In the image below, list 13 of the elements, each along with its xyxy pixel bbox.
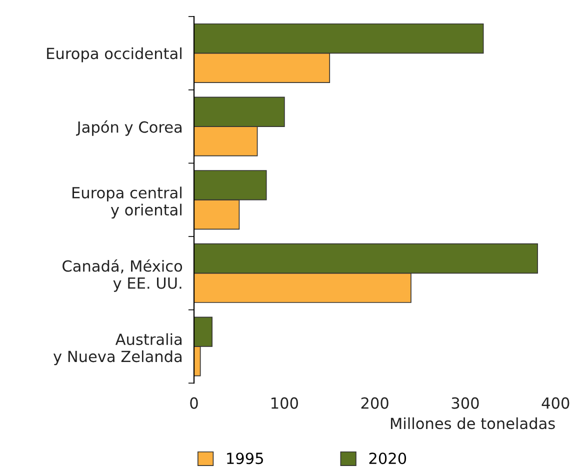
x-tick-label: 100 [272,397,298,409]
x-tick-label: 300 [452,397,479,409]
y-tick-label: Australia y Nueva Zelanda [53,333,182,366]
x-axis-title: Millones de toneladas [390,417,555,430]
y-tick-label: Europa occidental [47,47,182,62]
legend-label: 2020 [369,452,406,464]
y-tick-label: Europa central y oriental [72,186,182,219]
y-tick-label: Canadá, México y EE. UU. [62,259,182,292]
y-tick-label: Japón y Corea [76,120,182,136]
legend-label: 1995 [227,452,263,464]
x-tick-label: 200 [361,397,388,409]
x-tick-label: 400 [542,397,570,409]
x-tick-label: 0 [190,397,198,409]
